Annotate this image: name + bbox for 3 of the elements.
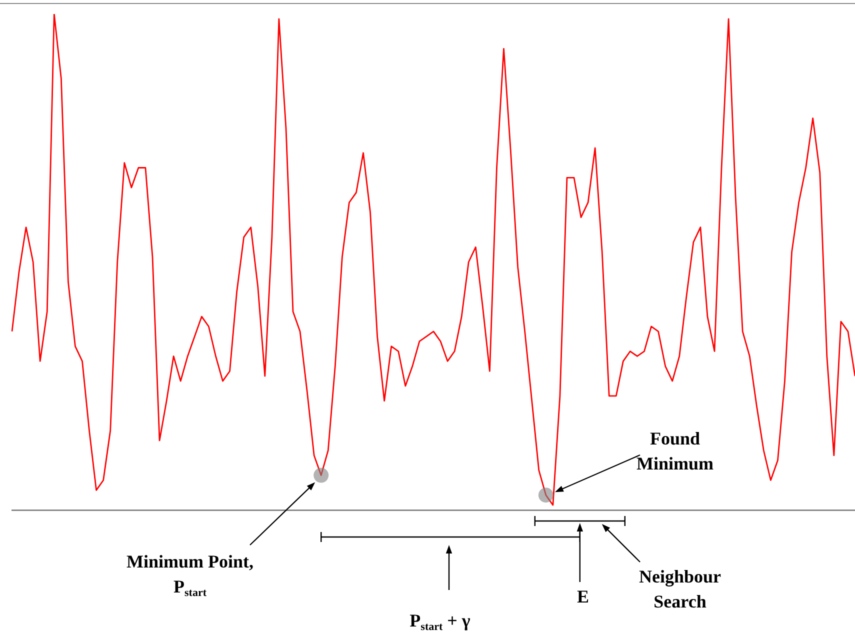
text: Neighbour Search (638, 566, 722, 612)
text: E (576, 586, 590, 607)
annotation: Found Minimum (636, 428, 714, 474)
